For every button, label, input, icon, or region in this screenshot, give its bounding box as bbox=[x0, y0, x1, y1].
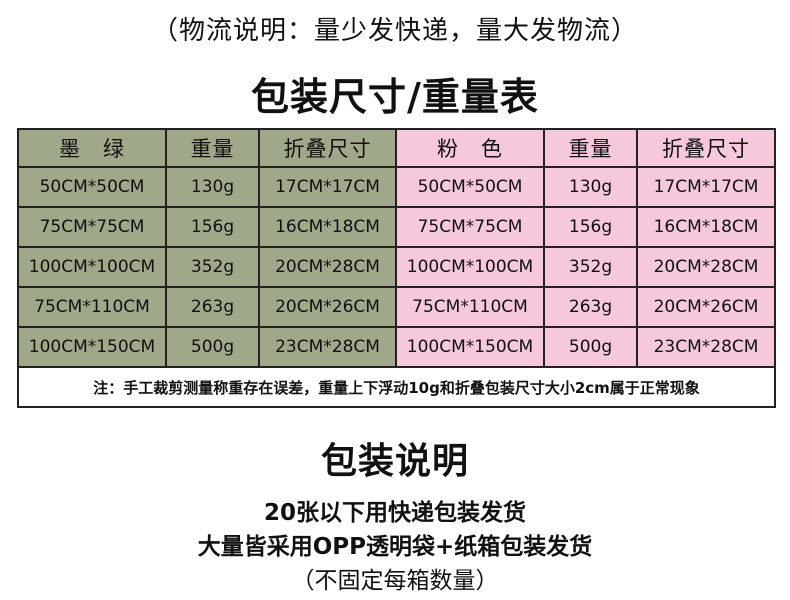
pink-size-cell: 75CM*75CM bbox=[395, 206, 545, 248]
packaging-line-express: 20张以下用快递包装发货 bbox=[263, 500, 526, 526]
green-size-cell: 100CM*150CM bbox=[17, 326, 167, 368]
green-folded-cell: 16CM*18CM bbox=[258, 206, 397, 248]
packaging-line-quantity: （不固定每箱数量） bbox=[291, 568, 499, 594]
green-folded-cell: 20CM*28CM bbox=[258, 246, 397, 288]
green-folded-cell: 20CM*26CM bbox=[258, 286, 397, 328]
pink-weight-cell: 130g bbox=[543, 166, 638, 208]
table-row: 75CM*75CM 156g 16CM*18CM 75CM*75CM 156g … bbox=[17, 206, 776, 248]
pink-size-cell: 75CM*110CM bbox=[395, 286, 545, 328]
header-pink-color: 粉 色 bbox=[395, 128, 545, 168]
measurement-note: 注：手工裁剪测量称重存在误差，重量上下浮动10g和折叠包装尺寸大小2cm属于正常… bbox=[17, 366, 776, 408]
table-row: 75CM*110CM 263g 20CM*26CM 75CM*110CM 263… bbox=[17, 286, 776, 328]
pink-folded-cell: 23CM*28CM bbox=[636, 326, 776, 368]
green-weight-cell: 352g bbox=[165, 246, 260, 288]
header-green-color: 墨 绿 bbox=[17, 128, 167, 168]
size-weight-table: 墨 绿 重量 折叠尺寸 粉 色 重量 折叠尺寸 50CM*50CM 130g 1… bbox=[17, 128, 776, 408]
pink-size-cell: 50CM*50CM bbox=[395, 166, 545, 208]
pink-folded-cell: 20CM*26CM bbox=[636, 286, 776, 328]
pink-folded-cell: 17CM*17CM bbox=[636, 166, 776, 208]
packaging-line-bulk: 大量皆采用OPP透明袋+纸箱包装发货 bbox=[197, 534, 593, 560]
pink-weight-cell: 156g bbox=[543, 206, 638, 248]
green-folded-cell: 23CM*28CM bbox=[258, 326, 397, 368]
green-weight-cell: 130g bbox=[165, 166, 260, 208]
green-weight-cell: 500g bbox=[165, 326, 260, 368]
table-header-row: 墨 绿 重量 折叠尺寸 粉 色 重量 折叠尺寸 bbox=[17, 128, 776, 168]
pink-folded-cell: 20CM*28CM bbox=[636, 246, 776, 288]
green-size-cell: 50CM*50CM bbox=[17, 166, 167, 208]
header-folded-size-green: 折叠尺寸 bbox=[258, 128, 397, 168]
pink-weight-cell: 500g bbox=[543, 326, 638, 368]
green-size-cell: 75CM*75CM bbox=[17, 206, 167, 248]
pink-weight-cell: 263g bbox=[543, 286, 638, 328]
header-folded-size-pink: 折叠尺寸 bbox=[636, 128, 776, 168]
table-row: 100CM*100CM 352g 20CM*28CM 100CM*100CM 3… bbox=[17, 246, 776, 288]
green-size-cell: 75CM*110CM bbox=[17, 286, 167, 328]
pink-weight-cell: 352g bbox=[543, 246, 638, 288]
pink-folded-cell: 16CM*18CM bbox=[636, 206, 776, 248]
page-title: 包装尺寸/重量表 bbox=[251, 75, 539, 119]
green-weight-cell: 263g bbox=[165, 286, 260, 328]
green-weight-cell: 156g bbox=[165, 206, 260, 248]
logistics-note: （物流说明：量少发快递，量大发物流） bbox=[151, 16, 638, 46]
table-row: 50CM*50CM 130g 17CM*17CM 50CM*50CM 130g … bbox=[17, 166, 776, 208]
green-folded-cell: 17CM*17CM bbox=[258, 166, 397, 208]
header-weight-green: 重量 bbox=[165, 128, 260, 168]
pink-size-cell: 100CM*100CM bbox=[395, 246, 545, 288]
pink-size-cell: 100CM*150CM bbox=[395, 326, 545, 368]
table-row: 100CM*150CM 500g 23CM*28CM 100CM*150CM 5… bbox=[17, 326, 776, 368]
table-note-row: 注：手工裁剪测量称重存在误差，重量上下浮动10g和折叠包装尺寸大小2cm属于正常… bbox=[17, 366, 776, 408]
packaging-title: 包装说明 bbox=[320, 441, 469, 482]
green-size-cell: 100CM*100CM bbox=[17, 246, 167, 288]
header-weight-pink: 重量 bbox=[543, 128, 638, 168]
